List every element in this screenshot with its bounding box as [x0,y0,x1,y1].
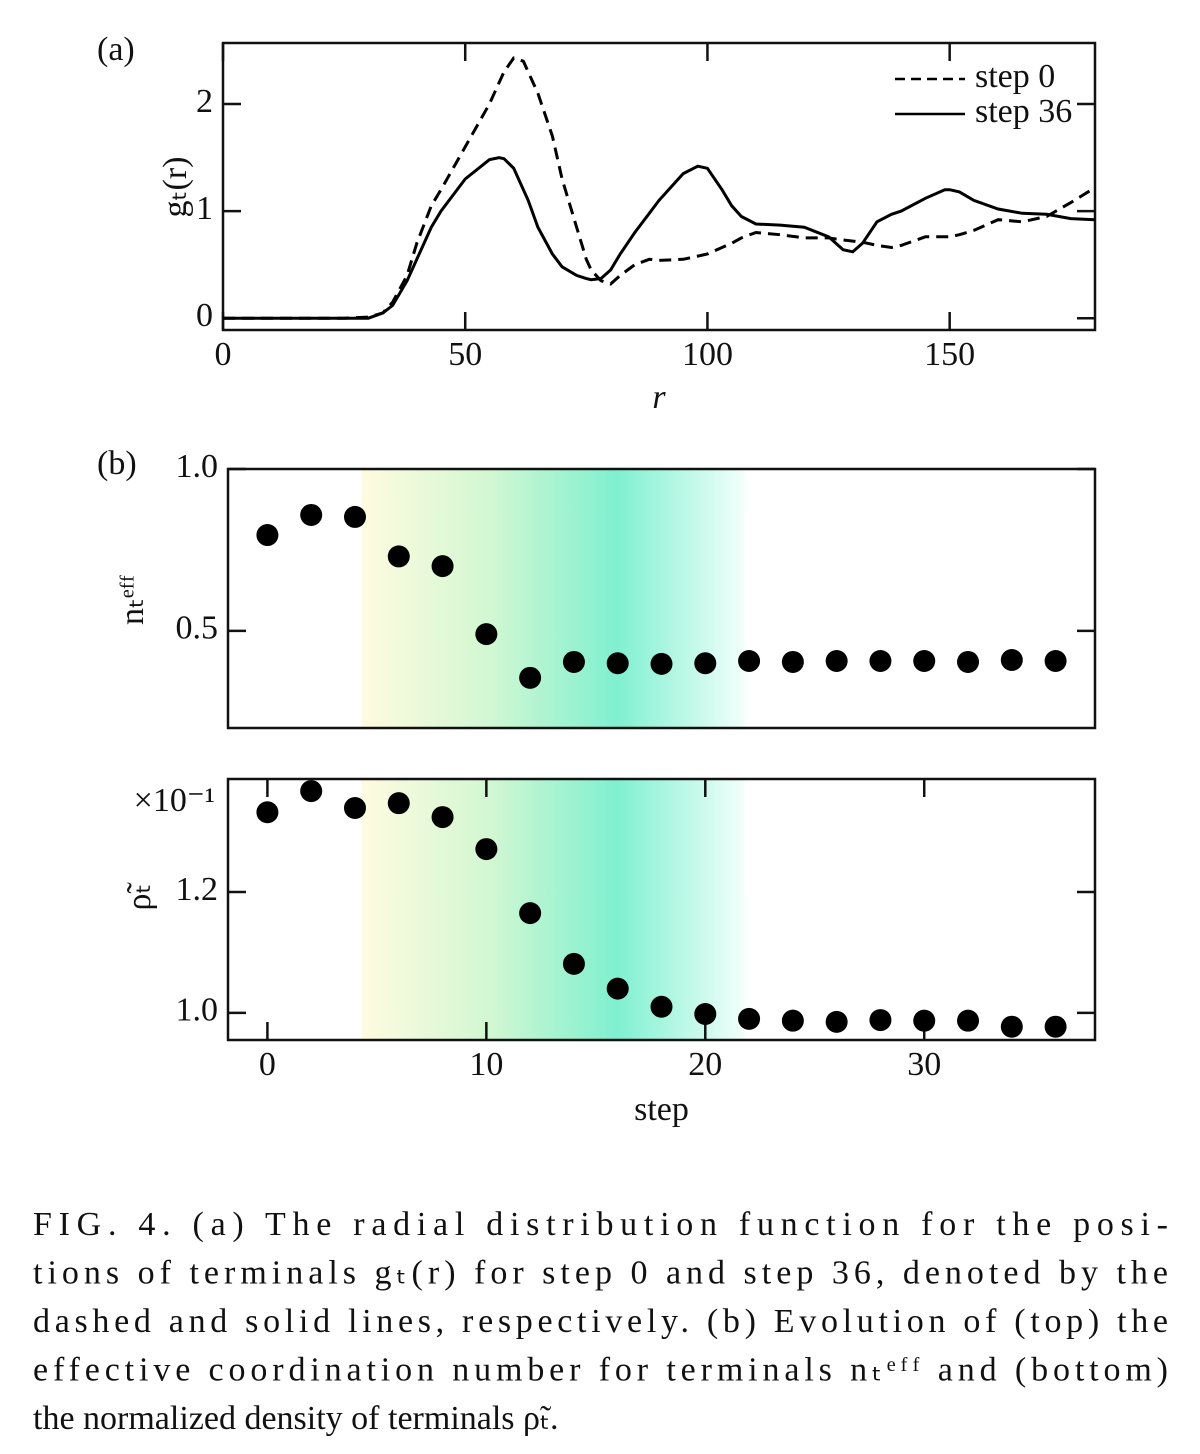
data-point [562,952,585,975]
panel-label: (b) [97,445,137,482]
caption-line: FIG. 4. (a) The radial distribution func… [33,1206,1168,1243]
y-tick-label: 1 [196,190,213,227]
series-line [223,56,1095,320]
data-point [519,666,542,689]
data-point [1000,1015,1023,1038]
legend-label: step 36 [975,93,1072,130]
data-point [300,780,323,803]
x-tick-label: 50 [448,336,482,373]
y-tick-label: 1.2 [176,871,219,908]
data-point [387,792,410,815]
x-tick-label: 100 [682,336,733,373]
data-point [781,1009,804,1032]
data-point [300,503,323,526]
caption-line: dashed and solid lines, respectively. (b… [33,1303,1168,1340]
data-point [1044,649,1067,672]
axes-frame [226,467,1097,730]
data-point [781,650,804,673]
data-point [256,801,279,824]
data-point [562,650,585,673]
data-point [957,650,980,673]
data-point [1044,1015,1067,1038]
y-axis-label: nₜᵉᶠᶠ [114,575,151,625]
data-point [869,1009,892,1032]
data-point [957,1009,980,1032]
y-axis-label: gₜ(r) [157,157,194,218]
data-point [825,649,848,672]
y-tick-label: 0.5 [176,610,219,647]
data-point [694,652,717,675]
y-axis-label: ρ̃ₜ [121,882,158,911]
x-tick-label: 30 [907,1046,941,1083]
data-point [650,652,673,675]
panel-label: (a) [97,31,135,68]
shaded-span [361,779,745,1040]
data-point [519,902,542,925]
x-axis-label: step [634,1091,689,1128]
data-point [343,797,366,819]
y-tick-label: 2 [196,83,213,120]
data-point [256,524,279,547]
y-offset-label: ×10⁻¹ [134,782,215,819]
caption-line: effective coordination number for termin… [33,1351,1168,1388]
data-point [431,555,454,578]
data-point [475,838,498,861]
x-tick-label: 0 [215,336,232,373]
data-point [431,806,454,829]
x-axis-label: r [652,379,666,416]
data-point [387,545,410,568]
data-point [606,652,629,675]
data-point [475,623,498,646]
x-tick-label: 0 [259,1046,276,1083]
data-point [694,1003,717,1026]
caption-line: tions of terminals gₜ(r) for step 0 and … [33,1254,1168,1291]
axes-frame [221,41,1097,332]
x-tick-label: 150 [924,336,975,373]
x-tick-label: 10 [469,1046,503,1083]
data-point [650,995,673,1018]
data-point [343,505,366,528]
data-point [913,1009,936,1032]
axes-frame [226,777,1097,1042]
data-point [738,649,761,672]
data-point [738,1007,761,1030]
y-tick-label: 1.0 [176,448,219,485]
data-point [825,1010,848,1033]
series-line [223,156,1095,320]
legend-label: step 0 [975,58,1055,95]
data-point [869,649,892,672]
data-point [1000,649,1023,672]
x-tick-label: 20 [688,1046,722,1083]
data-point [606,977,629,1000]
caption-line: the normalized density of terminals ρ̃ₜ. [33,1400,559,1437]
y-tick-label: 1.0 [176,992,219,1029]
data-point [913,649,936,672]
shaded-span [361,469,745,728]
y-tick-label: 0 [196,297,213,334]
